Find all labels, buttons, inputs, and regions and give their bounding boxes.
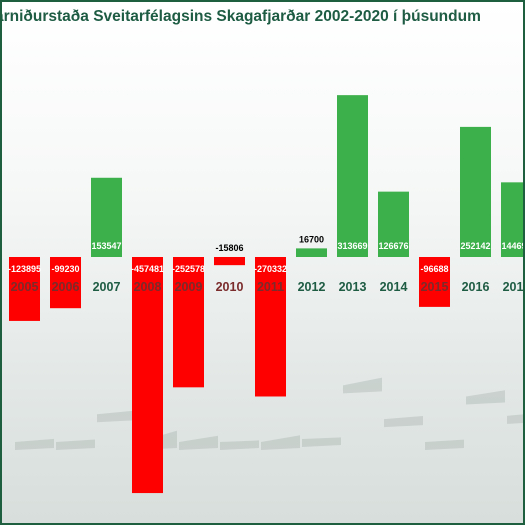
bar-2016 [460,126,491,257]
bar-2014 [378,191,409,257]
year-label-2005: 2005 [11,280,39,294]
year-label-2012: 2012 [298,280,326,294]
bar-2011 [255,257,286,397]
bar-shadow [97,410,136,423]
bar-shadow [220,440,259,450]
year-label-2009: 2009 [175,280,203,294]
value-label-2017: 144696 [501,241,523,251]
bar-shadow [179,435,218,450]
year-label-2007: 2007 [93,280,121,294]
chart-title: arniðurstaða Sveitarfélagsins Skagafjarð… [0,8,481,25]
year-label-2014: 2014 [380,280,408,294]
bar-2012 [296,248,327,257]
bar-shadow [343,377,382,394]
bar-2008 [132,257,163,494]
value-label-2010: -15806 [215,243,243,253]
bar-shadow [507,414,523,424]
value-label-2011: -270332 [254,264,287,274]
year-label-2008: 2008 [134,280,162,294]
value-label-2016: 252142 [460,241,490,251]
year-label-2016: 2016 [462,280,490,294]
year-label-2011: 2011 [257,280,284,294]
value-label-2009: -252578 [172,264,205,274]
bar-shadow [384,415,423,428]
year-label-2015: 2015 [421,280,449,294]
bar-2015 [419,257,450,307]
bar-2009 [173,257,204,388]
bar-shadow [302,437,341,447]
bar-shadow [261,435,300,450]
bar-2007 [91,177,122,257]
year-label-2006: 2006 [52,280,80,294]
bar-2006 [50,257,81,309]
value-label-2012: 16700 [299,234,324,244]
bar-2005 [9,257,40,321]
value-label-2014: 126676 [378,241,408,251]
year-label-2013: 2013 [339,280,367,294]
value-label-2005: -123895 [8,264,41,274]
value-label-2008: -457481 [131,264,164,274]
bar-shadow [466,390,505,405]
bar-2013 [337,95,368,258]
bar-2010 [214,257,245,266]
value-label-2007: 153547 [91,241,121,251]
bar-shadow [56,439,95,450]
year-label-2010: 2010 [216,280,244,294]
bar-2017 [501,182,523,257]
bar-shadow [425,439,464,450]
value-label-2015: -96688 [420,264,448,274]
value-label-2006: -99230 [51,264,79,274]
value-label-2013: 313669 [337,241,367,251]
bar-shadow [15,438,54,450]
year-label-2017: 2017 [503,280,523,294]
